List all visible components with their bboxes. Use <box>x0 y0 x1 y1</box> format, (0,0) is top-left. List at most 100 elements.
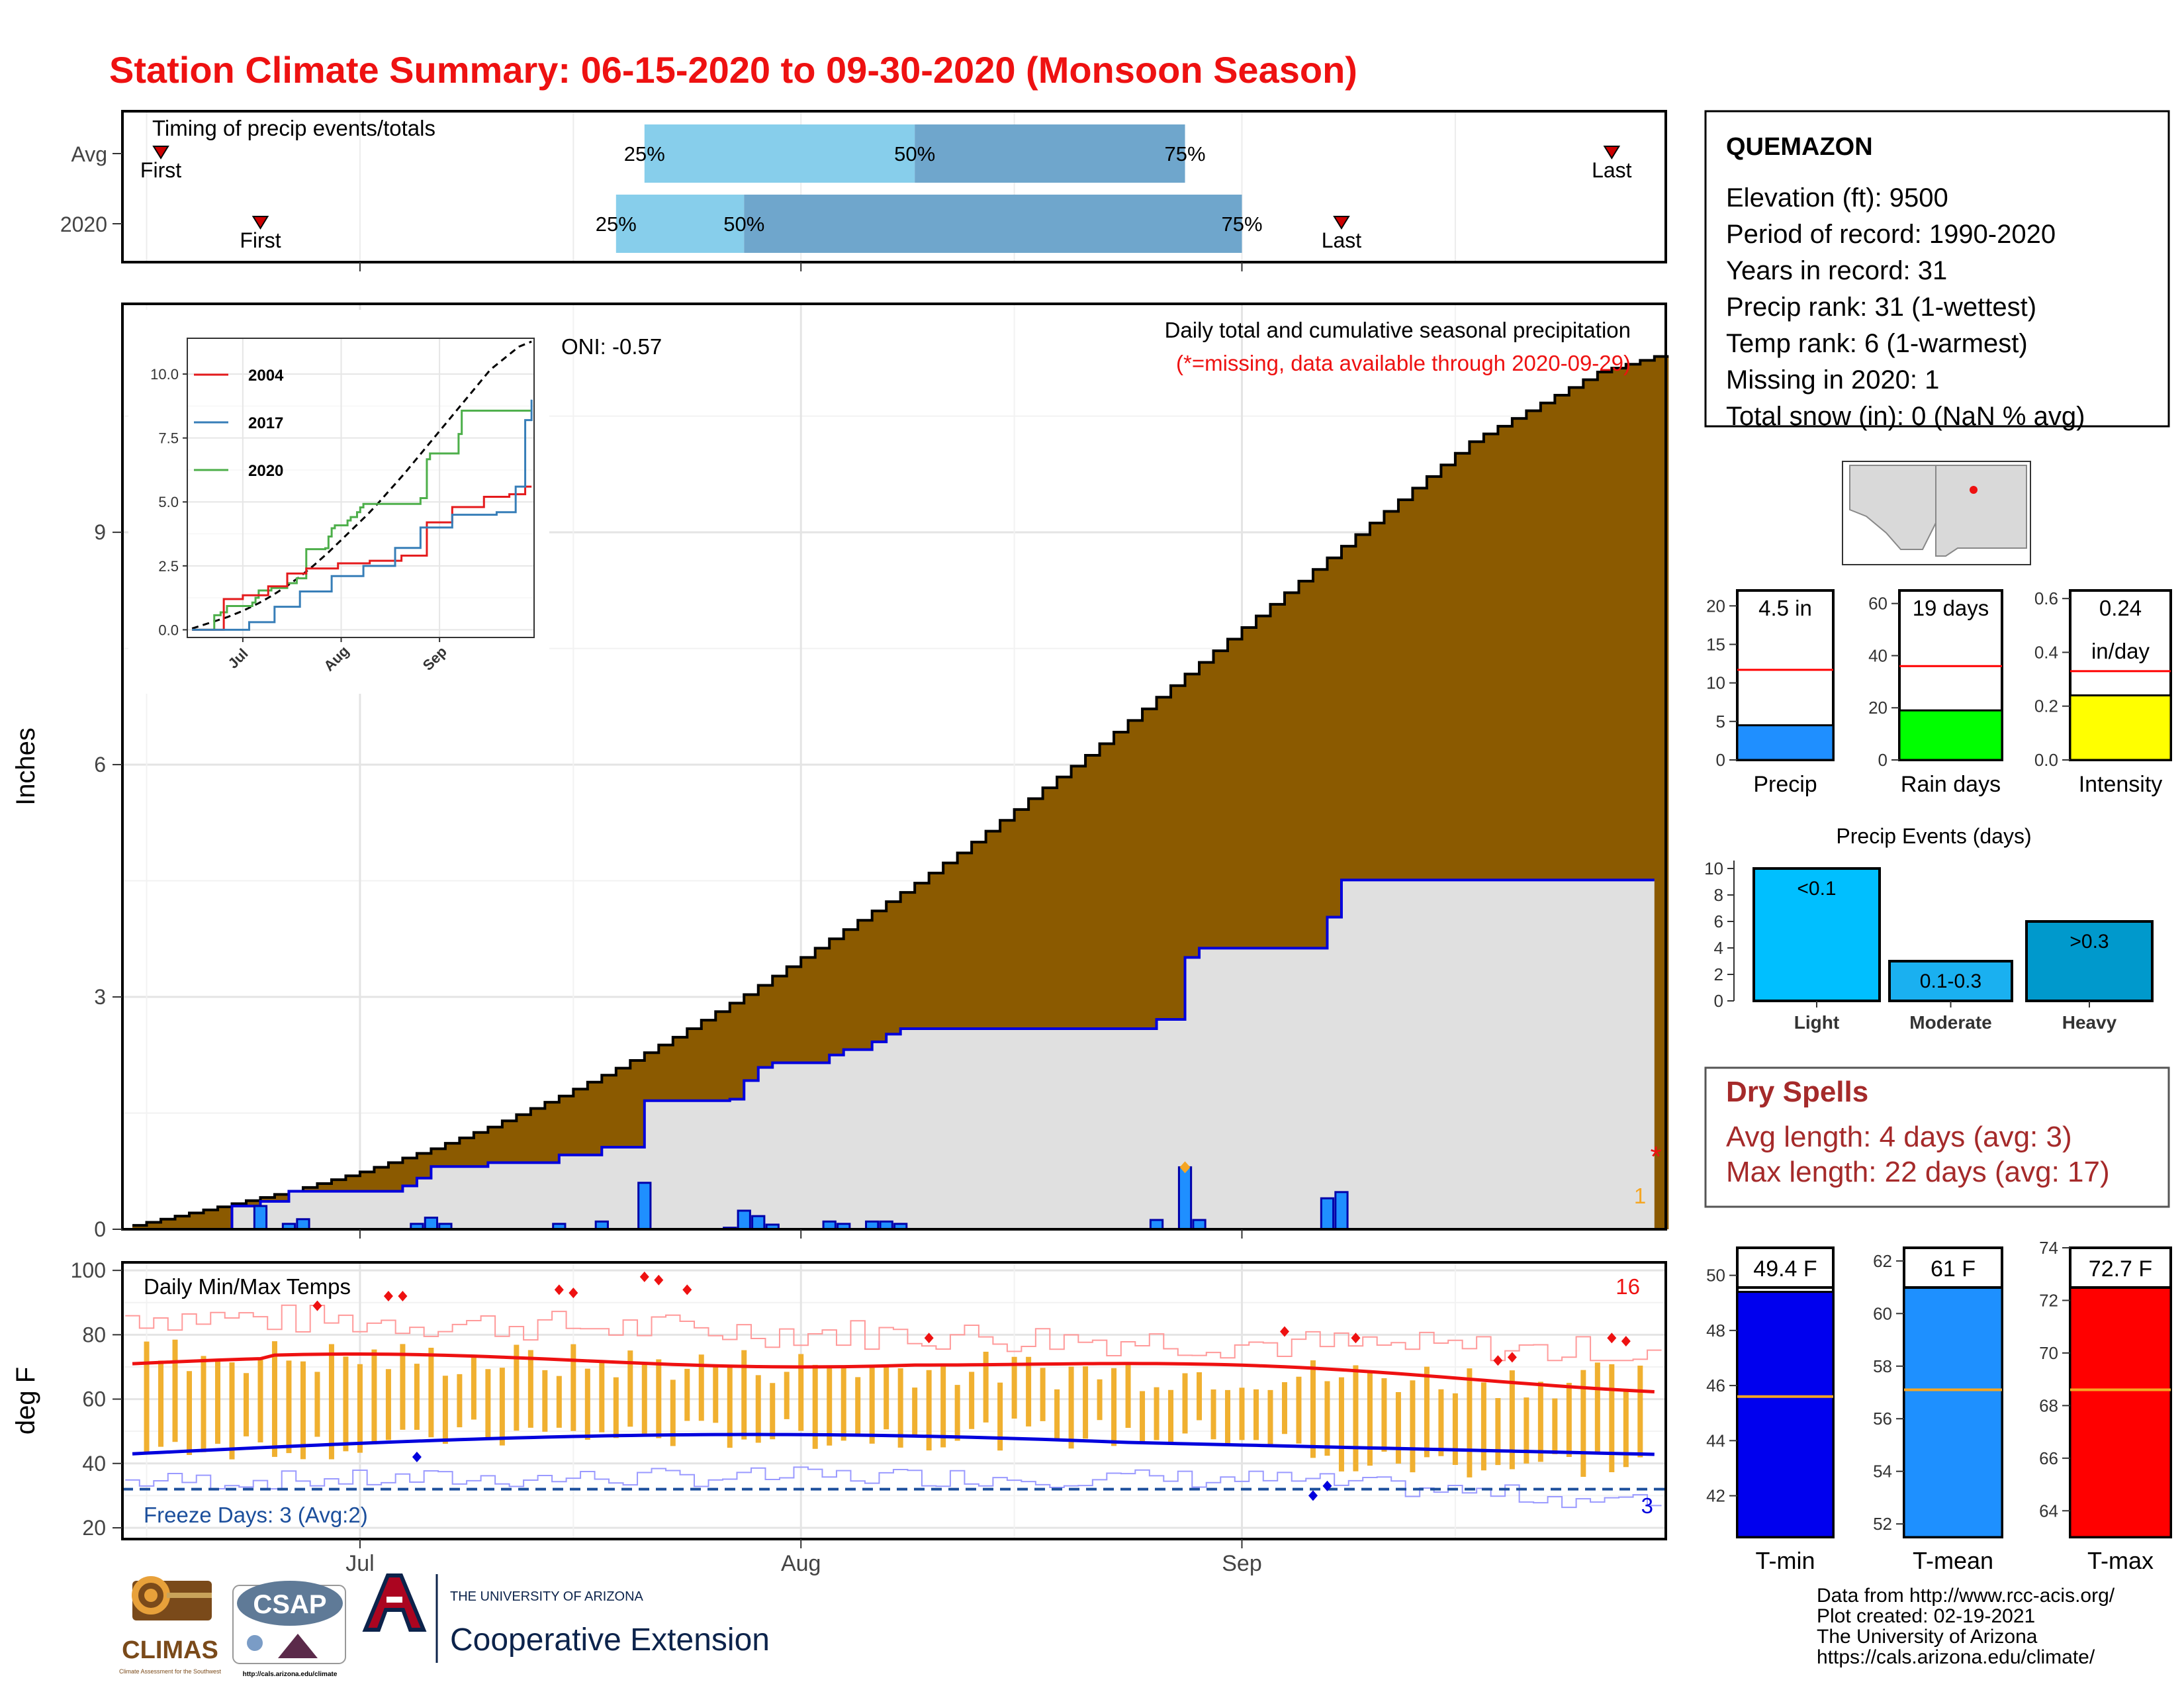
avg-tmax-line <box>132 1352 1655 1393</box>
credit-line: https://cals.arizona.edu/climate/ <box>1817 1646 2095 1668</box>
temp-summary-panels: 49.4 F 42 44 46 48 50 T-min 61 F 52 54 56 58 60 62 T-m… <box>1706 1238 2172 1574</box>
x-tick-label: Sep <box>1222 1551 1262 1576</box>
y-tick-label: 40 <box>1868 645 1888 665</box>
inset-avg-line <box>191 340 532 630</box>
dry-spells-max: Max length: 22 days (avg: 17) <box>1726 1156 2110 1188</box>
main-axes: 0 3 6 9 <box>94 520 1243 1241</box>
inset-series-2004 <box>192 485 532 631</box>
quantile-label: 50% <box>723 212 764 236</box>
y-tick-label: 20 <box>1706 596 1725 616</box>
y-tick-label: 0 <box>1716 750 1725 770</box>
record-high-marker <box>1621 1336 1631 1347</box>
quantile-label: 75% <box>1165 142 1206 165</box>
y-tick-label: 0 <box>1878 750 1888 770</box>
precip-events-title: Precip Events (days) <box>1836 824 2031 848</box>
summary-value-label: 0.24 <box>2099 596 2142 620</box>
freeze-label: Freeze Days: 3 (Avg:2) <box>144 1503 368 1527</box>
quantile-label: 25% <box>596 212 637 236</box>
y-tick-label: 40 <box>82 1452 106 1476</box>
y-tick-label: 60 <box>82 1387 106 1411</box>
y-tick-label: 10 <box>1706 673 1725 693</box>
first-label: First <box>240 228 281 252</box>
y-tick-label: 60 <box>1873 1303 1892 1323</box>
y-tick-label: 72 <box>2039 1290 2058 1310</box>
y-tick-label: 0.2 <box>2034 696 2058 716</box>
y-tick-label: 70 <box>2039 1343 2058 1363</box>
event-bar-label: >0.3 <box>2070 931 2109 953</box>
y-tick-label: 44 <box>1706 1430 1725 1450</box>
summary-name-label: Rain days <box>1901 772 2001 797</box>
inset-series-2020 <box>192 409 532 631</box>
record-low-line <box>125 1466 1662 1509</box>
station-info: QUEMAZON Elevation (ft): 9500 Period of … <box>1704 110 2170 431</box>
timing-row-label-avg: Avg <box>71 142 107 166</box>
inset-series-2017 <box>192 399 533 631</box>
record-high-marker <box>1351 1333 1361 1344</box>
record-high-marker <box>924 1333 934 1344</box>
temp-series <box>122 1271 1666 1509</box>
record-low-marker <box>1308 1490 1318 1501</box>
dry-spells-avg: Avg length: 4 days (avg: 3) <box>1726 1121 2072 1153</box>
station-name: QUEMAZON <box>1726 133 1873 161</box>
page-title: Station Climate Summary: 06-15-2020 to 0… <box>109 49 1357 91</box>
y-tick-label: 20 <box>82 1516 106 1540</box>
record-high-marker <box>1607 1333 1617 1344</box>
y-tick-label: 50 <box>1706 1266 1725 1286</box>
daily-precip-bar <box>1177 1166 1193 1231</box>
temp-name-label: T-mean <box>1913 1547 1993 1574</box>
temp-value-box <box>1736 1246 1835 1289</box>
y-tick-label: 3 <box>94 985 106 1009</box>
daily-precip-bar <box>1192 1219 1206 1231</box>
daily-precip-bar <box>1334 1191 1349 1231</box>
first-marker <box>152 146 169 160</box>
y-tick-label: 5 <box>1716 712 1725 731</box>
event-category-label: Moderate <box>1909 1012 1991 1033</box>
y-tick-label: 0 <box>94 1217 106 1241</box>
timing-row-label-2020: 2020 <box>60 212 107 236</box>
station-line: Precip rank: 31 (1-wettest) <box>1726 293 2036 322</box>
temp-value-box <box>2069 1246 2172 1289</box>
x-tick-label: Aug <box>781 1551 821 1576</box>
station-line: Missing in 2020: 1 <box>1726 365 1939 395</box>
y-tick-label: 20 <box>1868 698 1888 718</box>
event-bar-label: 0.1-0.3 <box>1920 970 1981 992</box>
ua-logo: THE UNIVERSITY OF ARIZONA Cooperative Ex… <box>362 1573 770 1663</box>
temp-summary-bar <box>1736 1291 1835 1538</box>
y-tick-label: 4 <box>1714 938 1723 958</box>
y-tick-label: 9 <box>94 520 106 544</box>
timing-panel: Timing of precip events/totals Avg 2020 … <box>60 110 1667 271</box>
main-caption: Daily total and cumulative seasonal prec… <box>1165 318 1631 342</box>
record-high-count: 16 <box>1615 1274 1640 1299</box>
inset-grid <box>187 338 534 637</box>
temp-name-label: T-min <box>1756 1547 1815 1574</box>
last-marker <box>1603 146 1621 160</box>
quantile-bar-25-50 <box>615 195 745 253</box>
record-low-marker <box>412 1452 422 1463</box>
daily-precip-bar <box>751 1215 766 1231</box>
credit-line: Data from http://www.rcc-acis.org/ <box>1817 1585 2115 1607</box>
summary-value-label: 4.5 in <box>1758 596 1812 620</box>
event-category-label: Heavy <box>2062 1012 2117 1033</box>
summary-name-label: Precip <box>1753 772 1817 797</box>
main-areas <box>132 355 1669 1231</box>
y-tick-label: 2 <box>1714 964 1723 984</box>
y-tick-label: 66 <box>2039 1448 2058 1468</box>
temp-grid <box>122 1262 1666 1539</box>
precip-chart: 0 3 6 9 Inches ONI: -0.57 Daily total and c… <box>11 303 1669 1241</box>
temp-value-box <box>1903 1246 2003 1289</box>
quantile-bar-50-75 <box>915 124 1185 183</box>
record-high-marker <box>398 1291 408 1302</box>
summary-bar <box>2069 694 2172 761</box>
record-high-marker <box>654 1274 664 1286</box>
quantile-label: 25% <box>624 142 665 165</box>
inset-legend: 2004 2017 2020 <box>194 367 284 480</box>
events-chart: 0 2 4 6 8 10 <0.1 Light 0.1-0.3 Moderate >0.3 Heavy <box>1704 859 2154 1033</box>
climas-wordmark: CLIMAS <box>122 1636 218 1664</box>
y-tick-label: 6 <box>94 753 106 776</box>
missing-marker: * <box>1650 1141 1661 1173</box>
temp-value-label: 72.7 F <box>2089 1256 2152 1282</box>
x-tick-label: Jul <box>345 1551 374 1576</box>
first-marker <box>251 216 269 230</box>
daily-precip-bar <box>1149 1219 1164 1231</box>
temp-summary-bar <box>1903 1286 2003 1538</box>
